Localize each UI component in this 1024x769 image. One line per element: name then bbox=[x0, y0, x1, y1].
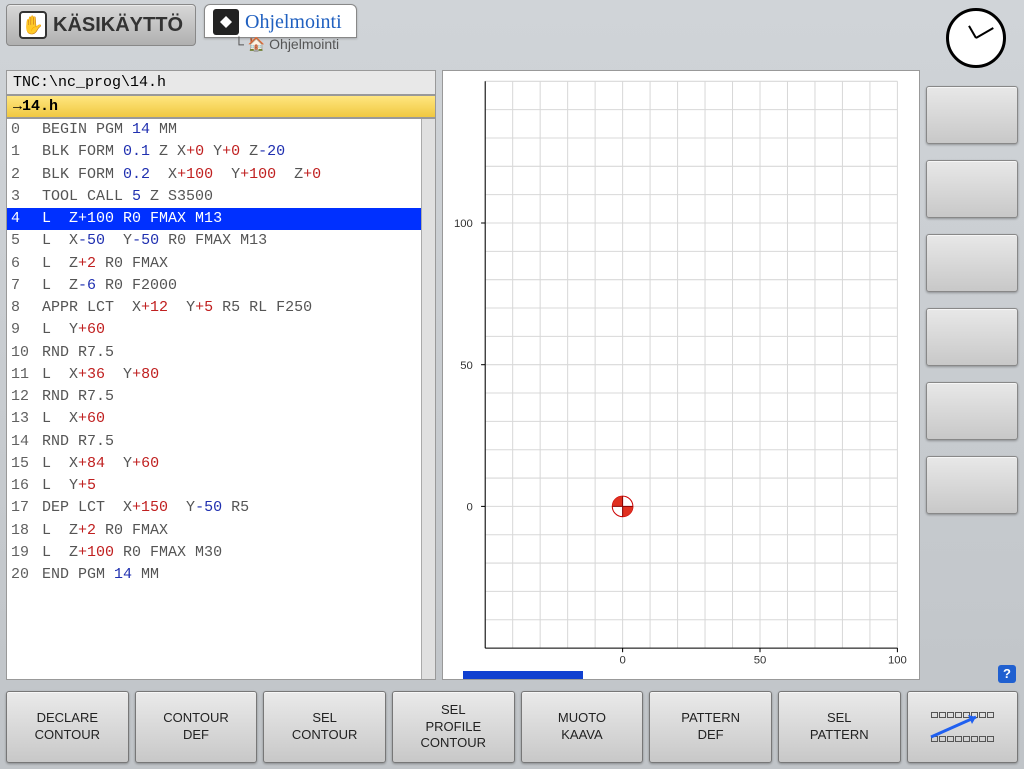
softkey-5[interactable]: PATTERNDEF bbox=[649, 691, 772, 763]
side-softkey-0[interactable] bbox=[926, 86, 1018, 144]
code-line[interactable]: 18 L Z+2 R0 FMAX bbox=[7, 520, 435, 542]
file-name: 14.h bbox=[22, 98, 58, 115]
code-line[interactable]: 6 L Z+2 R0 FMAX bbox=[7, 253, 435, 275]
code-line[interactable]: 17 DEP LCT X+150 Y-50 R5 bbox=[7, 497, 435, 519]
svg-text:0: 0 bbox=[619, 655, 625, 667]
svg-text:0: 0 bbox=[467, 502, 473, 514]
tab-programming[interactable]: Ohjelmointi bbox=[204, 4, 357, 38]
svg-text:50: 50 bbox=[754, 655, 767, 667]
plot-area: 0 50 100 0 50 100 bbox=[443, 71, 919, 679]
code-line[interactable]: 3 TOOL CALL 5 Z S3500 bbox=[7, 186, 435, 208]
program-icon bbox=[213, 9, 239, 35]
breadcrumb-text: Ohjelmointi bbox=[269, 36, 339, 52]
softkey-2[interactable]: SELCONTOUR bbox=[263, 691, 386, 763]
code-line[interactable]: 5 L X-50 Y-50 R0 FMAX M13 bbox=[7, 230, 435, 252]
softkey-3[interactable]: SELPROFILECONTOUR bbox=[392, 691, 515, 763]
code-line[interactable]: 8 APPR LCT X+12 Y+5 R5 RL F250 bbox=[7, 297, 435, 319]
code-line[interactable]: 9 L Y+60 bbox=[7, 319, 435, 341]
mode-label: KÄSIKÄYTTÖ bbox=[53, 14, 183, 37]
tab-title: Ohjelmointi bbox=[245, 11, 342, 34]
code-line[interactable]: 1 BLK FORM 0.1 Z X+0 Y+0 Z-20 bbox=[7, 141, 435, 163]
file-header[interactable]: → 14.h bbox=[6, 95, 436, 118]
hand-icon: ✋ bbox=[19, 11, 47, 39]
code-line[interactable]: 13 L X+60 bbox=[7, 408, 435, 430]
softkey-6[interactable]: SELPATTERN bbox=[778, 691, 901, 763]
softkey-page-arrow[interactable] bbox=[907, 691, 1018, 763]
code-line[interactable]: 10 RND R7.5 bbox=[7, 342, 435, 364]
scroll-handle[interactable] bbox=[463, 671, 583, 679]
code-line[interactable]: 0 BEGIN PGM 14 MM bbox=[7, 119, 435, 141]
softkey-0[interactable]: DECLARECONTOUR bbox=[6, 691, 129, 763]
code-line[interactable]: 7 L Z-6 R0 F2000 bbox=[7, 275, 435, 297]
code-line[interactable]: 4 L Z+100 R0 FMAX M13 bbox=[7, 208, 435, 230]
side-softkey-5[interactable] bbox=[926, 456, 1018, 514]
code-panel: TNC:\nc_prog\14.h → 14.h 0 BEGIN PGM 14 … bbox=[6, 70, 436, 680]
mode-button[interactable]: ✋ KÄSIKÄYTTÖ bbox=[6, 4, 196, 46]
softkey-4[interactable]: MUOTOKAAVA bbox=[521, 691, 644, 763]
side-softkey-2[interactable] bbox=[926, 234, 1018, 292]
side-softkey-3[interactable] bbox=[926, 308, 1018, 366]
tab-container: Ohjelmointi └ 🏠 Ohjelmointi bbox=[204, 4, 357, 53]
code-line[interactable]: 11 L X+36 Y+80 bbox=[7, 364, 435, 386]
svg-text:100: 100 bbox=[888, 655, 907, 667]
side-softkey-4[interactable] bbox=[926, 382, 1018, 440]
code-line[interactable]: 20 END PGM 14 MM bbox=[7, 564, 435, 586]
code-line[interactable]: 12 RND R7.5 bbox=[7, 386, 435, 408]
code-line[interactable]: 19 L Z+100 R0 FMAX M30 bbox=[7, 542, 435, 564]
top-bar: ✋ KÄSIKÄYTTÖ Ohjelmointi └ 🏠 Ohjelmointi bbox=[0, 0, 1024, 70]
main-area: TNC:\nc_prog\14.h → 14.h 0 BEGIN PGM 14 … bbox=[0, 70, 1024, 680]
graphics-panel[interactable]: 0 50 100 0 50 100 bbox=[442, 70, 920, 680]
code-line[interactable]: 14 RND R7.5 bbox=[7, 431, 435, 453]
scrollbar-vertical[interactable] bbox=[421, 119, 435, 679]
code-line[interactable]: 16 L Y+5 bbox=[7, 475, 435, 497]
code-editor[interactable]: 0 BEGIN PGM 14 MM1 BLK FORM 0.1 Z X+0 Y+… bbox=[6, 118, 436, 680]
help-icon[interactable]: ? bbox=[998, 665, 1016, 683]
code-line[interactable]: 2 BLK FORM 0.2 X+100 Y+100 Z+0 bbox=[7, 164, 435, 186]
file-path: TNC:\nc_prog\14.h bbox=[6, 70, 436, 95]
side-softkey-1[interactable] bbox=[926, 160, 1018, 218]
side-softkeys bbox=[926, 86, 1018, 514]
svg-text:50: 50 bbox=[460, 360, 473, 372]
clock-icon bbox=[946, 8, 1006, 68]
softkey-1[interactable]: CONTOURDEF bbox=[135, 691, 258, 763]
breadcrumb: └ 🏠 Ohjelmointi bbox=[234, 36, 357, 53]
svg-text:100: 100 bbox=[454, 218, 473, 230]
code-line[interactable]: 15 L X+84 Y+60 bbox=[7, 453, 435, 475]
softkey-bar: DECLARECONTOURCONTOURDEFSELCONTOURSELPRO… bbox=[6, 691, 1018, 763]
